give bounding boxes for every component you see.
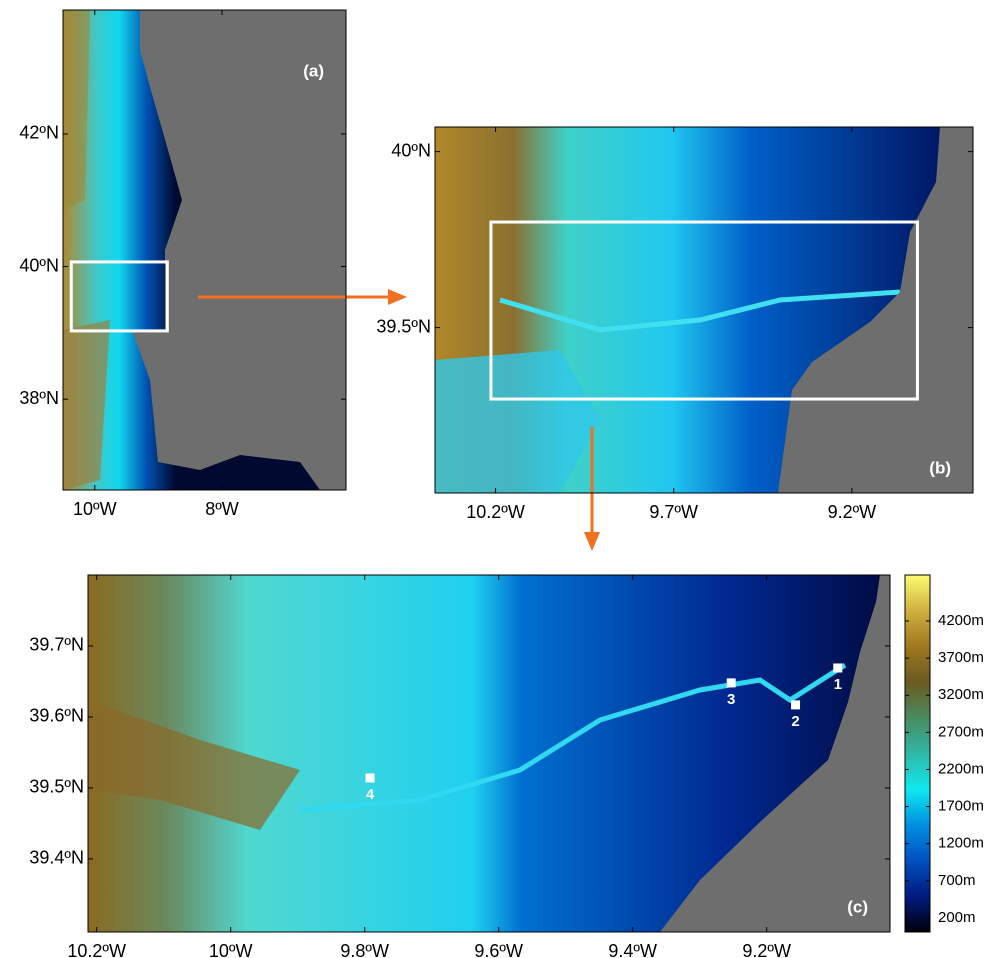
x-tick-label: 9.2ºW — [828, 502, 877, 522]
x-tick-label: 9.6ºW — [474, 941, 523, 958]
x-tick-label: 9.7ºW — [649, 502, 698, 522]
x-tick-label: 9.8ºW — [340, 941, 389, 958]
station-label: 3 — [727, 691, 735, 708]
y-tick-label: 42ºN — [19, 123, 59, 143]
terrain-a — [63, 10, 346, 490]
x-tick-label: 10.2ºW — [466, 502, 525, 522]
station-marker — [727, 678, 736, 687]
station-label: 2 — [791, 713, 799, 730]
x-tick-label: 9.2ºW — [742, 941, 791, 958]
x-tick-label: 10.2ºW — [67, 941, 126, 958]
y-tick-label: 39.5ºN — [29, 777, 84, 797]
x-tick-label: 10ºW — [209, 941, 253, 958]
panel-label: (c) — [847, 897, 868, 916]
colorbar-tick-label: 4200m — [938, 612, 984, 629]
terrain-c — [88, 575, 890, 932]
x-tick-label: 10ºW — [73, 499, 117, 519]
y-tick-label: 39.7ºN — [29, 635, 84, 655]
terrain-b — [435, 127, 973, 493]
y-tick-label: 39.5ºN — [376, 316, 431, 336]
y-tick-label: 39.6ºN — [29, 706, 84, 726]
y-tick-label: 38ºN — [19, 388, 59, 408]
panel-label: (b) — [929, 458, 951, 477]
x-tick-label: 8ºW — [205, 499, 239, 519]
station-label: 4 — [366, 786, 375, 803]
y-tick-label: 40ºN — [391, 140, 431, 160]
station-label: 1 — [834, 676, 842, 693]
colorbar-tick-label: 2200m — [938, 760, 984, 777]
figure: 10ºW8ºW38ºN40ºN42ºN(a)10.2ºW9.7ºW9.2ºW39… — [0, 0, 998, 958]
colorbar-tick-label: 1200m — [938, 835, 984, 852]
colorbar-tick-label: 700m — [938, 872, 976, 889]
x-tick-label: 9.4ºW — [608, 941, 657, 958]
station-marker — [791, 700, 800, 709]
colorbar-tick-label: 2700m — [938, 723, 984, 740]
y-tick-label: 39.4ºN — [29, 848, 84, 868]
panel-label: (a) — [303, 61, 324, 80]
station-marker — [366, 773, 375, 782]
colorbar-tick-label: 3700m — [938, 649, 984, 666]
y-tick-label: 40ºN — [19, 255, 59, 275]
colorbar-tick-label: 3200m — [938, 686, 984, 703]
colorbar-tick-label: 200m — [938, 909, 976, 926]
colorbar-tick-label: 1700m — [938, 798, 984, 815]
station-marker — [833, 663, 842, 672]
colorbar — [905, 575, 930, 932]
